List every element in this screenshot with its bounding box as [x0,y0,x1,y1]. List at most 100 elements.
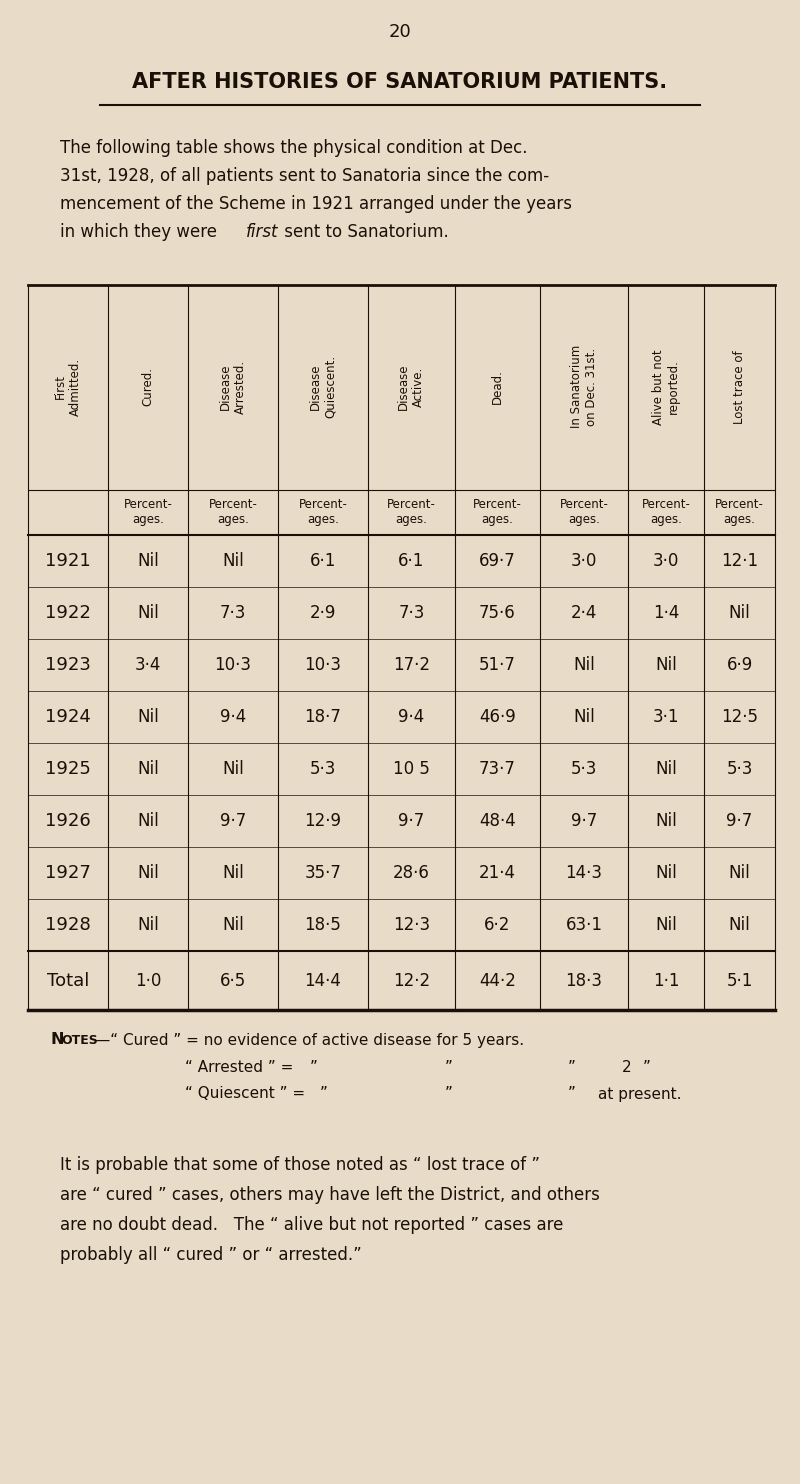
Text: ”: ” [445,1060,453,1074]
Text: are “ cured ” cases, others may have left the District, and others: are “ cured ” cases, others may have lef… [60,1186,600,1204]
Text: Nil: Nil [137,916,159,933]
Text: ”: ” [568,1086,576,1101]
Text: probably all “ cured ” or “ arrested.”: probably all “ cured ” or “ arrested.” [60,1247,362,1264]
Text: 9·4: 9·4 [398,708,425,726]
Text: Percent-
ages.: Percent- ages. [559,499,609,527]
Text: Nil: Nil [729,604,750,622]
Text: 73·7: 73·7 [479,760,516,778]
Text: It is probable that some of those noted as “ lost trace of ”: It is probable that some of those noted … [60,1156,540,1174]
Text: 2·4: 2·4 [571,604,597,622]
Text: Nil: Nil [655,812,677,830]
Text: 10·3: 10·3 [305,656,342,674]
Text: 44·2: 44·2 [479,972,516,990]
Text: ”: ” [310,1060,318,1074]
Text: 6·1: 6·1 [310,552,336,570]
Text: 12·5: 12·5 [721,708,758,726]
Text: 1925: 1925 [45,760,91,778]
Text: 2: 2 [622,1060,632,1074]
Text: 69·7: 69·7 [479,552,516,570]
Text: —“ Cured ” = no evidence of active disease for 5 years.: —“ Cured ” = no evidence of active disea… [95,1033,524,1048]
Text: 21·4: 21·4 [479,864,516,881]
Text: 1924: 1924 [45,708,91,726]
Text: ”: ” [320,1086,328,1101]
Text: 10 5: 10 5 [393,760,430,778]
Text: first: first [246,223,278,240]
Text: 1923: 1923 [45,656,91,674]
Text: Nil: Nil [655,864,677,881]
Text: Nil: Nil [729,864,750,881]
Text: N: N [50,1033,63,1048]
Text: 9·7: 9·7 [726,812,753,830]
Text: Nil: Nil [137,604,159,622]
Text: Nil: Nil [137,760,159,778]
Text: First
Admitted.: First Admitted. [54,358,82,416]
Text: Disease
Arrested.: Disease Arrested. [218,359,246,414]
Text: 9·7: 9·7 [571,812,597,830]
Text: at present.: at present. [598,1086,682,1101]
Text: 63·1: 63·1 [566,916,602,933]
Text: 1928: 1928 [45,916,91,933]
Text: 6·2: 6·2 [484,916,510,933]
Text: 14·4: 14·4 [305,972,342,990]
Text: ”: ” [568,1060,576,1074]
Text: 9·7: 9·7 [220,812,246,830]
Text: Alive but not
reported.: Alive but not reported. [651,349,680,424]
Text: 51·7: 51·7 [479,656,516,674]
Text: 12·9: 12·9 [305,812,342,830]
Text: Nil: Nil [137,708,159,726]
Text: are no doubt dead.   The “ alive but not reported ” cases are: are no doubt dead. The “ alive but not r… [60,1215,563,1235]
Text: 7·3: 7·3 [398,604,425,622]
Text: 18·5: 18·5 [305,916,342,933]
Text: “ Quiescent ” =: “ Quiescent ” = [185,1086,305,1101]
Text: mencement of the Scheme in 1921 arranged under the years: mencement of the Scheme in 1921 arranged… [60,194,572,214]
Text: 17·2: 17·2 [393,656,430,674]
Text: 3·1: 3·1 [653,708,679,726]
Text: 1·0: 1·0 [135,972,161,990]
Text: Nil: Nil [655,760,677,778]
Text: 12·1: 12·1 [721,552,758,570]
Text: Nil: Nil [222,864,244,881]
Text: Nil: Nil [222,916,244,933]
Text: 10·3: 10·3 [214,656,251,674]
Text: 5·3: 5·3 [726,760,753,778]
Text: Percent-
ages.: Percent- ages. [642,499,690,527]
Text: Nil: Nil [222,552,244,570]
Text: Nil: Nil [222,760,244,778]
Text: 46·9: 46·9 [479,708,516,726]
Text: “ Arrested ” =: “ Arrested ” = [185,1060,294,1074]
Text: 1·4: 1·4 [653,604,679,622]
Text: Nil: Nil [137,864,159,881]
Text: 1926: 1926 [45,812,91,830]
Text: Nil: Nil [137,552,159,570]
Text: 14·3: 14·3 [566,864,602,881]
Text: 5·3: 5·3 [571,760,597,778]
Text: ”: ” [445,1086,453,1101]
Text: Percent-
ages.: Percent- ages. [715,499,764,527]
Text: 75·6: 75·6 [479,604,516,622]
Text: 3·0: 3·0 [571,552,597,570]
Text: 3·4: 3·4 [135,656,161,674]
Text: Percent-
ages.: Percent- ages. [387,499,436,527]
Text: 12·2: 12·2 [393,972,430,990]
Text: Nil: Nil [137,812,159,830]
Text: 1927: 1927 [45,864,91,881]
Text: Disease
Quiescent.: Disease Quiescent. [309,355,337,418]
Text: Nil: Nil [573,656,595,674]
Text: 1·1: 1·1 [653,972,679,990]
Text: 6·1: 6·1 [398,552,425,570]
Text: 9·7: 9·7 [398,812,425,830]
Text: 7·3: 7·3 [220,604,246,622]
Text: The following table shows the physical condition at Dec.: The following table shows the physical c… [60,139,527,157]
Text: 1922: 1922 [45,604,91,622]
Text: Nil: Nil [729,916,750,933]
Text: Nil: Nil [573,708,595,726]
Text: Disease
Active.: Disease Active. [397,364,425,410]
Text: 5·3: 5·3 [310,760,336,778]
Text: Lost trace of: Lost trace of [733,350,746,423]
Text: In Sanatorium
on Dec. 31st.: In Sanatorium on Dec. 31st. [570,346,598,429]
Text: ”: ” [643,1060,651,1074]
Text: OTES: OTES [61,1033,98,1046]
Text: 20: 20 [389,22,411,42]
Text: Dead.: Dead. [490,370,504,404]
Text: 28·6: 28·6 [393,864,430,881]
